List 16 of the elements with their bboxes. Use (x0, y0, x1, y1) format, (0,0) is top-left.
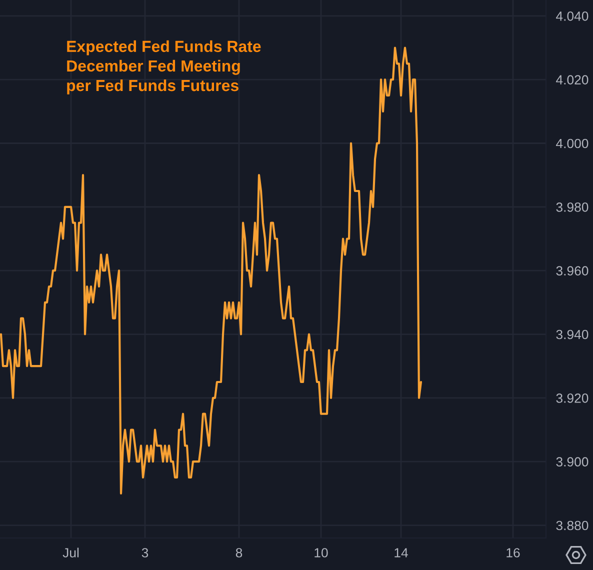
text: Expected Fed Funds Rate December Fed Meeting per Fed Funds Futures (67, 40, 261, 94)
y-tick-label: 3.900 (556, 457, 588, 467)
y-tick-label: 3.980 (556, 202, 588, 212)
y-tick-label: 4.020 (556, 75, 588, 84)
x-tick-label: 16 (506, 548, 520, 558)
x-tick-label: 10 (314, 548, 328, 558)
y-tick-label: 3.880 (556, 520, 588, 530)
y-tick-label: 4.000 (556, 138, 588, 148)
x-tick-label: 8 (236, 548, 242, 558)
y-tick-label: 4.040 (556, 11, 588, 21)
y-tick-label: 3.940 (556, 330, 588, 340)
x-tick-label: 3 (142, 548, 148, 558)
y-tick-label: 3.920 (556, 393, 588, 403)
y-tick-label: 3.960 (556, 266, 588, 276)
x-tick-label: Jul (62, 548, 79, 558)
x-tick-label: 14 (394, 548, 408, 558)
